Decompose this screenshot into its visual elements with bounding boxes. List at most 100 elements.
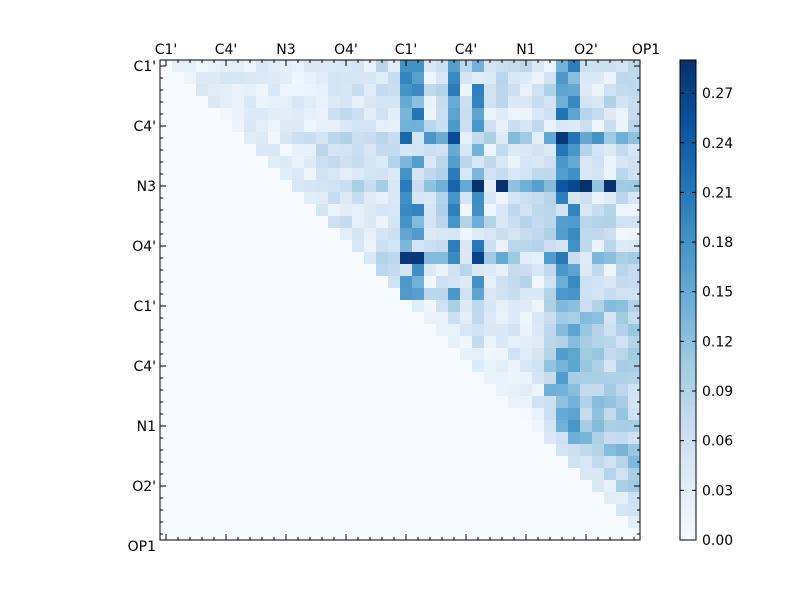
heatmap-cell (280, 504, 293, 517)
heatmap-cell (196, 216, 209, 229)
heatmap-cell (436, 132, 449, 145)
heatmap-cell (508, 264, 521, 277)
heatmap-cell (616, 468, 629, 481)
heatmap-cell (232, 228, 245, 241)
heatmap-cell (508, 504, 521, 517)
heatmap-cell (496, 396, 509, 409)
heatmap-cell (388, 420, 401, 433)
heatmap-cell (508, 468, 521, 481)
heatmap-cell (328, 336, 341, 349)
heatmap-cell (364, 396, 377, 409)
heatmap-cell (328, 444, 341, 457)
heatmap-cell (280, 384, 293, 397)
heatmap-cell (160, 312, 173, 325)
heatmap-cell (592, 384, 605, 397)
heatmap-cell (232, 360, 245, 373)
heatmap-cell (400, 156, 413, 169)
heatmap-cell (556, 312, 569, 325)
heatmap-cell (376, 276, 389, 289)
heatmap-cell (268, 204, 281, 217)
heatmap-cell (436, 192, 449, 205)
colorbar-tick-label: 0.24 (702, 136, 733, 152)
heatmap-cell (352, 252, 365, 265)
heatmap-cell (496, 216, 509, 229)
heatmap-cell (484, 108, 497, 121)
heatmap-cell (544, 156, 557, 169)
heatmap-cell (352, 492, 365, 505)
heatmap-cell (508, 228, 521, 241)
heatmap-cell (568, 516, 581, 529)
heatmap-cell (472, 84, 485, 97)
heatmap-cell (508, 288, 521, 301)
heatmap-cell (484, 420, 497, 433)
heatmap-cell (316, 384, 329, 397)
heatmap-cell (340, 444, 353, 457)
heatmap-cell (436, 300, 449, 313)
heatmap-cell (532, 432, 545, 445)
heatmap-cell (424, 108, 437, 121)
heatmap-cell (316, 216, 329, 229)
heatmap-cell (424, 348, 437, 361)
heatmap-cell (172, 120, 185, 133)
heatmap-cell (340, 228, 353, 241)
heatmap-cell (424, 216, 437, 229)
heatmap-cell (220, 468, 233, 481)
heatmap-cell (172, 432, 185, 445)
heatmap-cell (448, 240, 461, 253)
heatmap-cell (256, 228, 269, 241)
heatmap-cell (292, 108, 305, 121)
heatmap-cell (472, 60, 485, 73)
heatmap-cell (592, 396, 605, 409)
heatmap-cell (196, 84, 209, 97)
heatmap-cell (388, 468, 401, 481)
heatmap-cell (520, 276, 533, 289)
heatmap-cell (508, 324, 521, 337)
heatmap-cell (352, 432, 365, 445)
heatmap-cell (532, 276, 545, 289)
heatmap-cell (268, 516, 281, 529)
heatmap-cell (352, 360, 365, 373)
heatmap-cell (604, 300, 617, 313)
heatmap-cell (196, 348, 209, 361)
heatmap-cell (484, 228, 497, 241)
heatmap-cell (472, 144, 485, 157)
heatmap-cell (604, 60, 617, 73)
heatmap-cell (280, 444, 293, 457)
heatmap-cell (232, 456, 245, 469)
heatmap-cell (220, 420, 233, 433)
heatmap-cell (352, 324, 365, 337)
heatmap-cell (568, 228, 581, 241)
heatmap-cell (532, 132, 545, 145)
colorbar-tick-label: 0.27 (702, 86, 733, 102)
heatmap-cell (412, 240, 425, 253)
heatmap-cell (220, 372, 233, 385)
y-tick-label: C1' (133, 299, 156, 315)
heatmap-cell (376, 492, 389, 505)
heatmap-cell (388, 180, 401, 193)
heatmap-cell (376, 324, 389, 337)
heatmap-cell (376, 384, 389, 397)
heatmap-cell (412, 432, 425, 445)
heatmap-cell (184, 72, 197, 85)
heatmap-cell (268, 372, 281, 385)
heatmap-cell (364, 60, 377, 73)
heatmap-cell (604, 96, 617, 109)
y-tick-label: OP1 (128, 539, 156, 555)
heatmap-cell (424, 516, 437, 529)
heatmap-cell (388, 144, 401, 157)
heatmap-cell (256, 300, 269, 313)
heatmap-cell (196, 336, 209, 349)
heatmap-cell (352, 420, 365, 433)
heatmap-cell (160, 156, 173, 169)
heatmap-cell (232, 504, 245, 517)
heatmap-cell (208, 480, 221, 493)
heatmap-cell (220, 120, 233, 133)
heatmap-cell (268, 72, 281, 85)
heatmap-cell (196, 240, 209, 253)
heatmap-cell (424, 192, 437, 205)
heatmap-cell (412, 372, 425, 385)
heatmap-cell (580, 108, 593, 121)
heatmap-cell (280, 288, 293, 301)
heatmap-cell (328, 456, 341, 469)
heatmap-cell (196, 360, 209, 373)
